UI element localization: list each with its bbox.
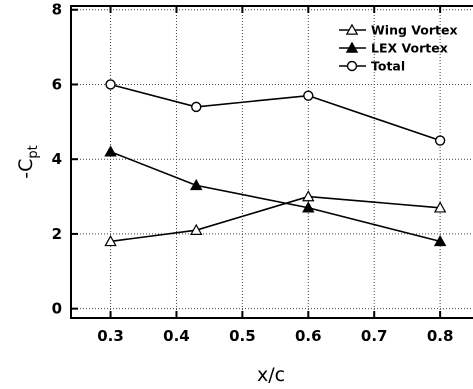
series-lex-vortex — [104, 145, 447, 247]
axis-ticks: 0.3 0.4 0.5 0.6 0.7 0.8 0 2 4 6 8 — [52, 1, 454, 345]
y-tick-label: 0 — [52, 300, 62, 318]
data-point-total — [434, 135, 446, 146]
x-tick-label: 0.3 — [97, 327, 124, 345]
data-point-total — [105, 79, 116, 90]
x-tick-label: 0.6 — [295, 327, 322, 345]
x-tick-label: 0.5 — [229, 327, 256, 345]
legend-label-total: Total — [371, 59, 405, 74]
data-point-lex-vortex — [302, 201, 315, 213]
plot-frame — [70, 5, 473, 319]
x-tick-label: 0.4 — [163, 327, 190, 345]
grid — [71, 6, 473, 318]
legend-label-wing-vortex: Wing Vortex — [371, 23, 458, 38]
legend-marker-total — [346, 60, 358, 72]
x-tick-label: 0.8 — [427, 327, 454, 345]
legend-marker-lex-vortex — [345, 41, 359, 53]
data-point-lex-vortex — [190, 178, 203, 191]
x-tick-label: 0.7 — [361, 327, 388, 345]
series-wing-vortex — [104, 190, 447, 247]
y-tick-label: 4 — [52, 150, 62, 168]
data-point-total — [303, 90, 314, 101]
series-total — [105, 79, 446, 146]
y-axis-title: -Cpt — [15, 145, 41, 178]
legend-item-wing-vortex: Wing Vortex — [339, 23, 458, 38]
series-line-wing-vortex — [110, 195, 441, 243]
y-axis-title-main: -C — [15, 159, 37, 179]
legend-item-lex-vortex: LEX Vortex — [339, 41, 448, 56]
series-line-lex-vortex — [110, 150, 441, 243]
data-point-wing-vortex — [104, 234, 117, 247]
data-point-wing-vortex — [302, 190, 315, 202]
legend: Wing Vortex LEX Vortex Total — [339, 23, 458, 74]
legend-marker-wing-vortex — [345, 23, 359, 35]
y-tick-label: 2 — [52, 225, 62, 243]
data-point-total — [191, 101, 202, 113]
data-point-lex-vortex — [104, 145, 117, 157]
series-layer — [104, 79, 447, 247]
y-tick-label: 6 — [52, 75, 62, 93]
data-point-wing-vortex — [190, 223, 203, 235]
data-point-lex-vortex — [433, 234, 447, 247]
x-axis-title: x/c — [257, 364, 285, 386]
legend-item-total: Total — [339, 59, 405, 74]
y-tick-label: 8 — [52, 1, 62, 19]
series-line-total — [110, 83, 441, 142]
legend-label-lex-vortex: LEX Vortex — [371, 41, 448, 56]
y-axis-title-subscript: pt — [26, 145, 41, 158]
data-point-wing-vortex — [433, 201, 447, 213]
